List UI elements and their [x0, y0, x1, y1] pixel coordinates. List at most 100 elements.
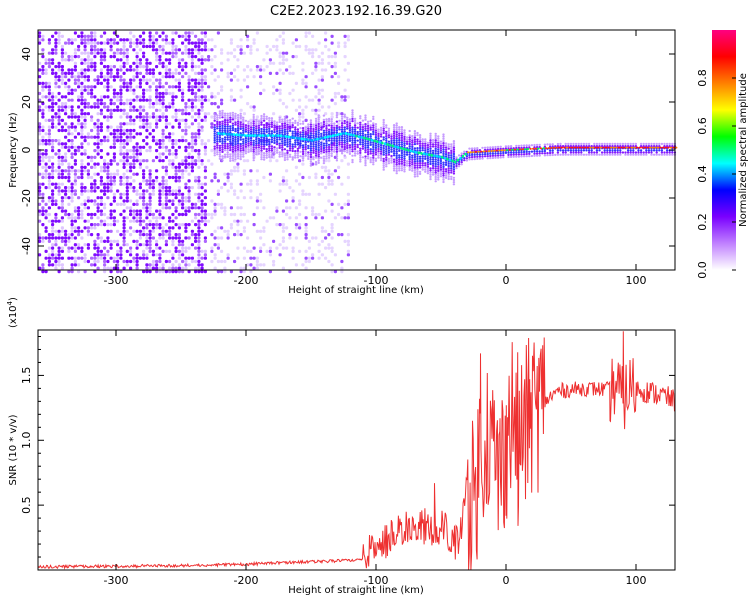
spectrogram-cell-3336: [294, 139, 297, 142]
spectrogram-cell-4605: [548, 143, 552, 146]
spectrogram-cell-659: [90, 85, 94, 89]
spectrogram-cell-3777: [361, 123, 365, 126]
spectrogram-cell-4602: [548, 149, 552, 152]
spectrogram-cell-692: [93, 149, 97, 153]
spectrogram-cell-2741: [340, 112, 344, 116]
spectrogram-cell-4470: [486, 157, 489, 160]
spectrogram-cell-3146: [262, 117, 266, 120]
spectrogram-cell-866: [106, 65, 110, 69]
spectrogram-cell-243: [57, 206, 61, 210]
spectrogram-cell-4520: [507, 145, 510, 148]
spectrogram-cell-1003: [119, 108, 123, 112]
spectrogram-cell-1874: [190, 145, 194, 149]
spectrogram-cell-1278: [142, 172, 146, 176]
spectrogram-cell-2621: [317, 55, 321, 59]
spectrogram-cell-308: [60, 105, 64, 109]
spectrogram-cell-2627: [320, 216, 324, 220]
spectrogram-cell-217: [54, 112, 58, 116]
spectrogram-cell-2487: [291, 41, 295, 45]
spectrogram-cell-3443: [312, 143, 315, 146]
spectrogram-cell-643: [90, 199, 94, 203]
spectrogram-cell-34: [38, 41, 42, 45]
spectrogram-cell-3839: [372, 152, 375, 155]
spectrogram-cell-2235: [239, 270, 243, 274]
spectrogram-cell-4745: [616, 149, 619, 152]
spectrogram-cell-1996: [200, 212, 204, 217]
spectrogram-cell-861: [106, 81, 110, 85]
spectrogram-cell-2203: [233, 169, 237, 173]
spectrogram-cell-4034: [400, 164, 404, 168]
spectrogram-cell-495: [77, 145, 81, 149]
spectrogram-cell-30: [38, 81, 42, 85]
spectrogram-cell-2530: [301, 112, 305, 116]
spectrogram-cell-36: [38, 34, 42, 38]
spectrogram-cell-4276: [434, 137, 437, 140]
spectrogram-cell-2558: [304, 48, 308, 52]
spectrogram-cell-2396: [272, 61, 276, 65]
spectrogram-cell-134: [47, 128, 51, 133]
spectrogram-cell-1128: [129, 118, 133, 122]
spectrogram-cell-2722: [337, 165, 341, 169]
spectrogram-cell-4783: [634, 151, 638, 154]
spectrogram-cell-4140: [416, 172, 419, 176]
spectrogram-cell-2114: [213, 102, 217, 106]
spectrogram-cell-2970: [236, 124, 240, 127]
spectrogram-cell-1367: [148, 169, 152, 173]
spectrogram-cell-4846: [665, 149, 669, 152]
spectrogram-cell-4620: [556, 142, 560, 146]
spectrogram-cell-505: [77, 78, 81, 82]
spectrogram-cell-4665: [580, 153, 583, 156]
spectrogram-cell-2726: [337, 91, 341, 96]
spectrogram-cell-4012: [398, 169, 401, 172]
spectrogram-cell-4376: [450, 162, 453, 165]
spectrogram-cell-1209: [135, 85, 139, 89]
spectrogram-cell-157: [51, 236, 55, 240]
spectrogram-cell-4888: [274, 134, 277, 138]
spectrogram-cell-1960: [197, 175, 201, 180]
spectrogram-cell-2183: [229, 186, 233, 190]
spectrogram-cell-3318: [291, 147, 294, 150]
spectrogram-cell-537: [80, 125, 84, 129]
spectrogram-cell-3823: [369, 148, 372, 151]
spectrogram-cell-1645: [171, 142, 175, 146]
spectrogram-cell-4715: [603, 149, 606, 152]
spectrogram-cell-3310: [288, 127, 292, 130]
spectrogram-cell-490: [77, 206, 81, 210]
spectrogram-cell-3712: [351, 117, 354, 120]
spectrogram-cell-487: [77, 216, 81, 220]
spectrogram-cell-1682: [174, 169, 178, 173]
spectrogram-cell-774: [99, 128, 103, 133]
spectrogram-cell-932: [112, 102, 116, 106]
spectrogram-cell-3475: [317, 157, 320, 160]
spectrogram-cell-2177: [226, 51, 230, 55]
spectrogram-cell-2355: [262, 206, 266, 210]
spectrogram-cell-1192: [135, 209, 139, 213]
spectrogram-cell-2137: [220, 249, 224, 253]
spectrogram-cell-2912: [229, 116, 232, 119]
spectrogram-cell-413: [70, 169, 74, 173]
spectrogram-cell-1897: [190, 31, 194, 35]
spectrogram-cell-1761: [181, 159, 185, 163]
spectrogram-cell-1103: [129, 266, 133, 270]
spectrogram-cell-4830: [658, 149, 661, 152]
spectrogram-cell-4235: [429, 141, 432, 144]
spectrogram-cell-2895: [229, 157, 232, 160]
spectrogram-cell-4818: [652, 153, 656, 156]
spectrogram-cell-3670: [346, 138, 349, 141]
spectrogram-cell-2572: [307, 51, 311, 55]
spectrogram-cell-3619: [338, 145, 341, 148]
spectrogram-cell-1449: [155, 95, 159, 99]
spectrogram-cell-4534: [515, 151, 518, 154]
spectrogram-cell-1509: [161, 236, 165, 240]
spectrogram-cell-3279: [283, 120, 287, 123]
spectrogram-cell-3285: [286, 151, 289, 154]
spectrogram-cell-4115: [411, 139, 414, 142]
spectrogram-cell-206: [54, 216, 58, 220]
spectrogram-cell-497: [77, 122, 81, 126]
spectrogram-cell-2875: [226, 153, 229, 156]
spectrogram-cell-3135: [262, 143, 266, 146]
spectrogram-cell-972: [116, 68, 120, 72]
spectrogram-cell-2939: [234, 151, 237, 154]
spectrogram-cell-3266: [283, 152, 287, 155]
spectrogram-cell-4945: [422, 152, 426, 156]
